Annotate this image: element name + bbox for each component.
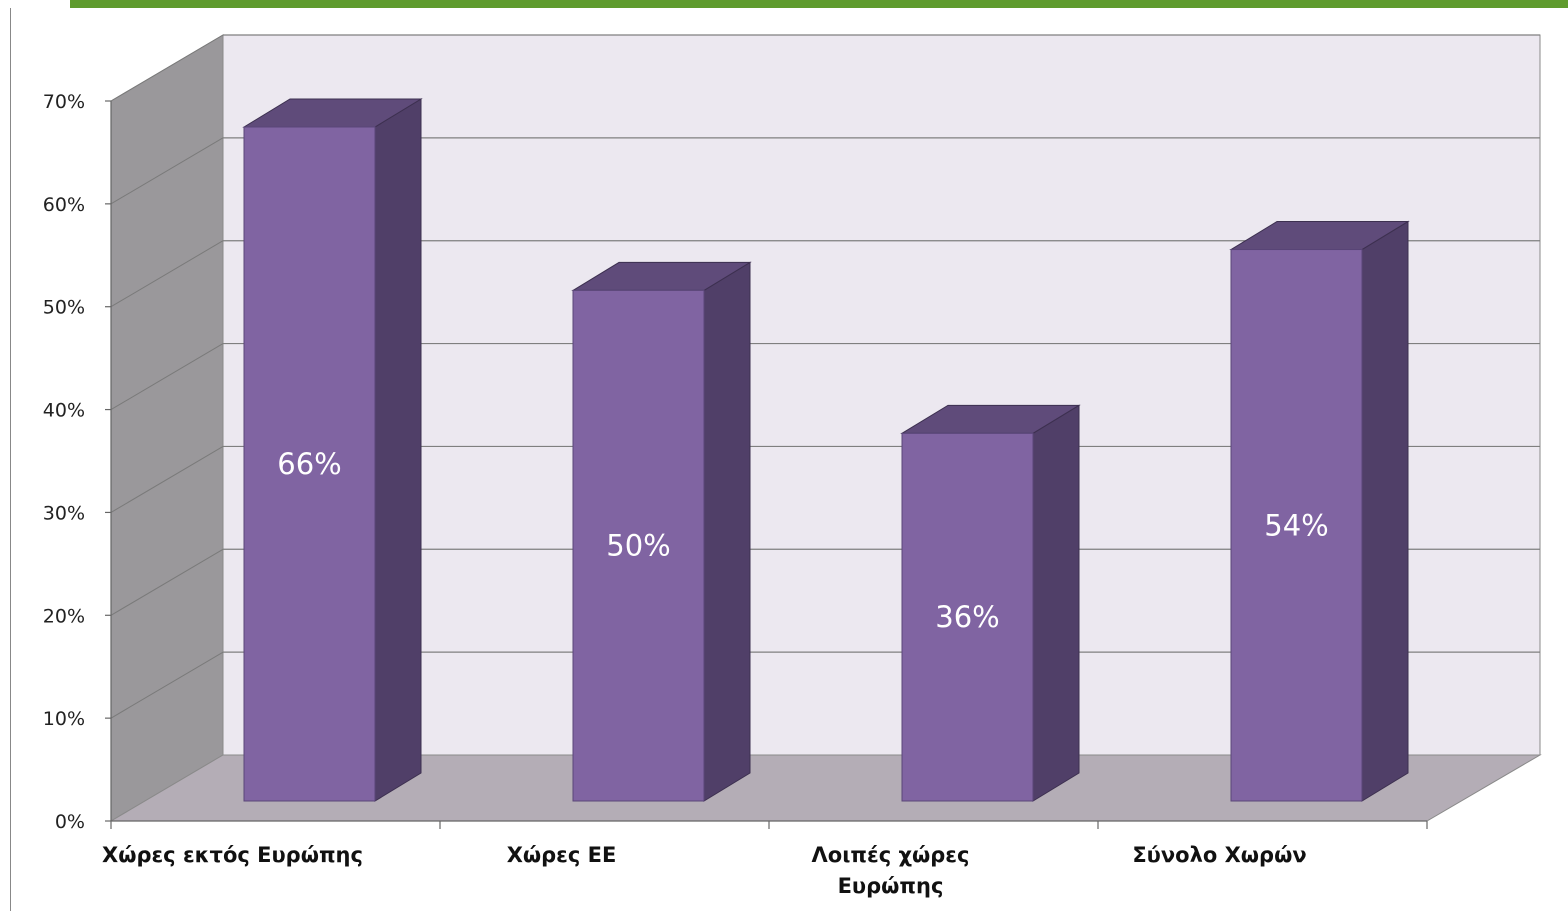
bar: 54%: [1229, 220, 1410, 802]
data-label: 36%: [935, 600, 999, 634]
category-label: Σύνολο Χωρών: [1132, 843, 1306, 867]
bars: 66% 50% 36% 54%: [242, 98, 1410, 802]
category-label: Λοιπές χώρες Ευρώπης: [812, 843, 970, 898]
bar-front: [901, 432, 1034, 802]
y-tick-label: 0%: [55, 811, 85, 833]
y-axis: 0% 10% 20% 30% 40% 50% 60% 70%: [43, 91, 112, 833]
gridline-side: [110, 343, 224, 411]
top-accent-bar: [70, 0, 1568, 8]
gridline-side: [110, 445, 224, 513]
x-axis: Χώρες εκτός Ευρώπης Χώρες ΕΕ Λοιπές χώρες Ε…: [102, 820, 1428, 898]
gridline-side: [110, 651, 224, 719]
gridline-side: [110, 240, 224, 308]
data-label: 50%: [606, 529, 670, 563]
data-label: 66%: [277, 447, 341, 481]
bar-side: [1361, 220, 1409, 802]
bar: 36%: [900, 404, 1081, 802]
bar-side: [1032, 404, 1080, 802]
bar-side: [703, 261, 751, 802]
y-tick-label: 20%: [43, 605, 85, 627]
bar-front: [572, 289, 705, 802]
y-tick-label: 50%: [43, 297, 85, 319]
category-label: Χώρες εκτός Ευρώπης: [102, 843, 363, 867]
bar-front: [243, 126, 376, 802]
y-tick-label: 60%: [43, 194, 85, 216]
bar: 50%: [571, 261, 752, 802]
chart-frame: [10, 8, 1567, 911]
category-label: Χώρες ΕΕ: [507, 843, 617, 867]
side-wall: [110, 34, 224, 822]
y-tick-label: 10%: [43, 708, 85, 730]
bar-front: [1230, 249, 1363, 802]
gridline-side: [110, 34, 224, 102]
gridline-side: [110, 548, 224, 616]
bar: 66%: [242, 98, 423, 802]
y-tick-label: 70%: [43, 91, 85, 113]
data-label: 54%: [1264, 508, 1328, 542]
bar-side: [374, 98, 422, 802]
y-tick-label: 40%: [43, 400, 85, 422]
gridline-side: [110, 137, 224, 205]
y-tick-label: 30%: [43, 502, 85, 524]
